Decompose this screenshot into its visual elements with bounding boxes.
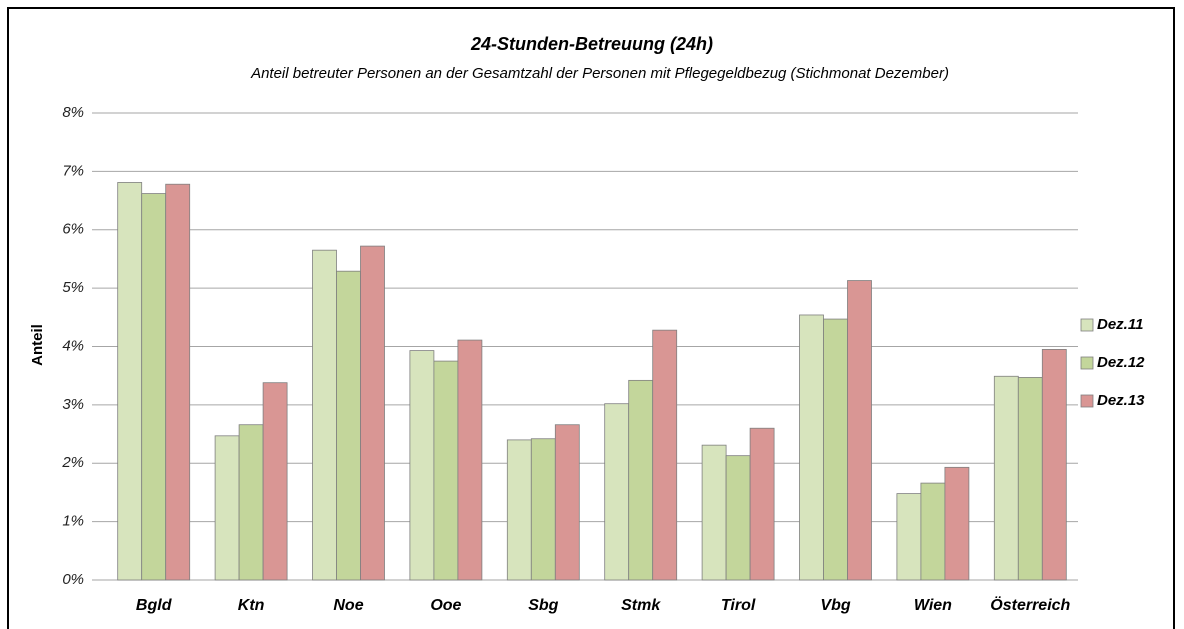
y-tick-label: 3% (62, 396, 84, 413)
legend-label: Dez.11 (1097, 316, 1143, 333)
x-tick-label: Ooe (430, 597, 461, 614)
bar (141, 193, 167, 581)
x-tick-label: Österreich (990, 595, 1070, 614)
legend-label: Dez.12 (1097, 354, 1145, 371)
legend-swatch (1080, 394, 1094, 408)
y-tick-label: 8% (62, 104, 84, 121)
bar (165, 183, 191, 581)
y-tick-label: 4% (62, 337, 84, 354)
bar (409, 350, 435, 581)
y-tick-label: 1% (62, 513, 84, 530)
y-tick-label: 7% (62, 162, 84, 179)
bar (312, 249, 337, 581)
chart-frame (7, 7, 1175, 629)
bar (652, 329, 678, 581)
bar (749, 427, 775, 581)
chart-subtitle: Anteil betreuter Personen an der Gesamtz… (250, 65, 949, 82)
bar (944, 466, 970, 581)
bar (238, 424, 264, 581)
x-tick-label: Ktn (238, 597, 265, 614)
x-tick-label: Sbg (528, 597, 558, 614)
chart-title: 24-Stunden-Betreuung (24h) (470, 34, 713, 54)
bar (993, 375, 1019, 581)
y-tick-label: 2% (61, 454, 84, 471)
y-tick-label: 0% (62, 571, 84, 588)
bar (117, 182, 143, 581)
y-tick-label: 5% (62, 279, 84, 296)
bar (725, 455, 751, 581)
x-tick-label: Bgld (136, 597, 173, 614)
bar (799, 314, 824, 581)
bar (823, 318, 848, 581)
bar (896, 493, 922, 581)
y-axis-label: Anteil (29, 324, 46, 366)
legend-swatch (1080, 356, 1094, 370)
bar (920, 482, 946, 581)
legend-swatch (1080, 318, 1094, 332)
legend-label: Dez.13 (1097, 392, 1145, 409)
bar (1041, 349, 1067, 581)
bar (506, 439, 532, 581)
bar (336, 270, 361, 581)
bar (214, 435, 240, 581)
bar (360, 245, 385, 581)
x-tick-label: Tirol (721, 597, 756, 614)
bar (554, 424, 580, 581)
x-tick-label: Wien (914, 597, 952, 614)
bar (262, 382, 288, 581)
x-tick-label: Noe (333, 597, 363, 614)
bar (604, 403, 630, 581)
x-tick-label: Stmk (621, 597, 661, 614)
bar (1017, 377, 1043, 581)
x-tick-label: Vbg (820, 597, 850, 614)
bar (433, 360, 459, 581)
bar (457, 339, 483, 581)
bar (847, 280, 872, 581)
bar (530, 438, 556, 581)
y-tick-label: 6% (62, 221, 84, 238)
bar (701, 444, 727, 581)
bar (628, 379, 654, 581)
